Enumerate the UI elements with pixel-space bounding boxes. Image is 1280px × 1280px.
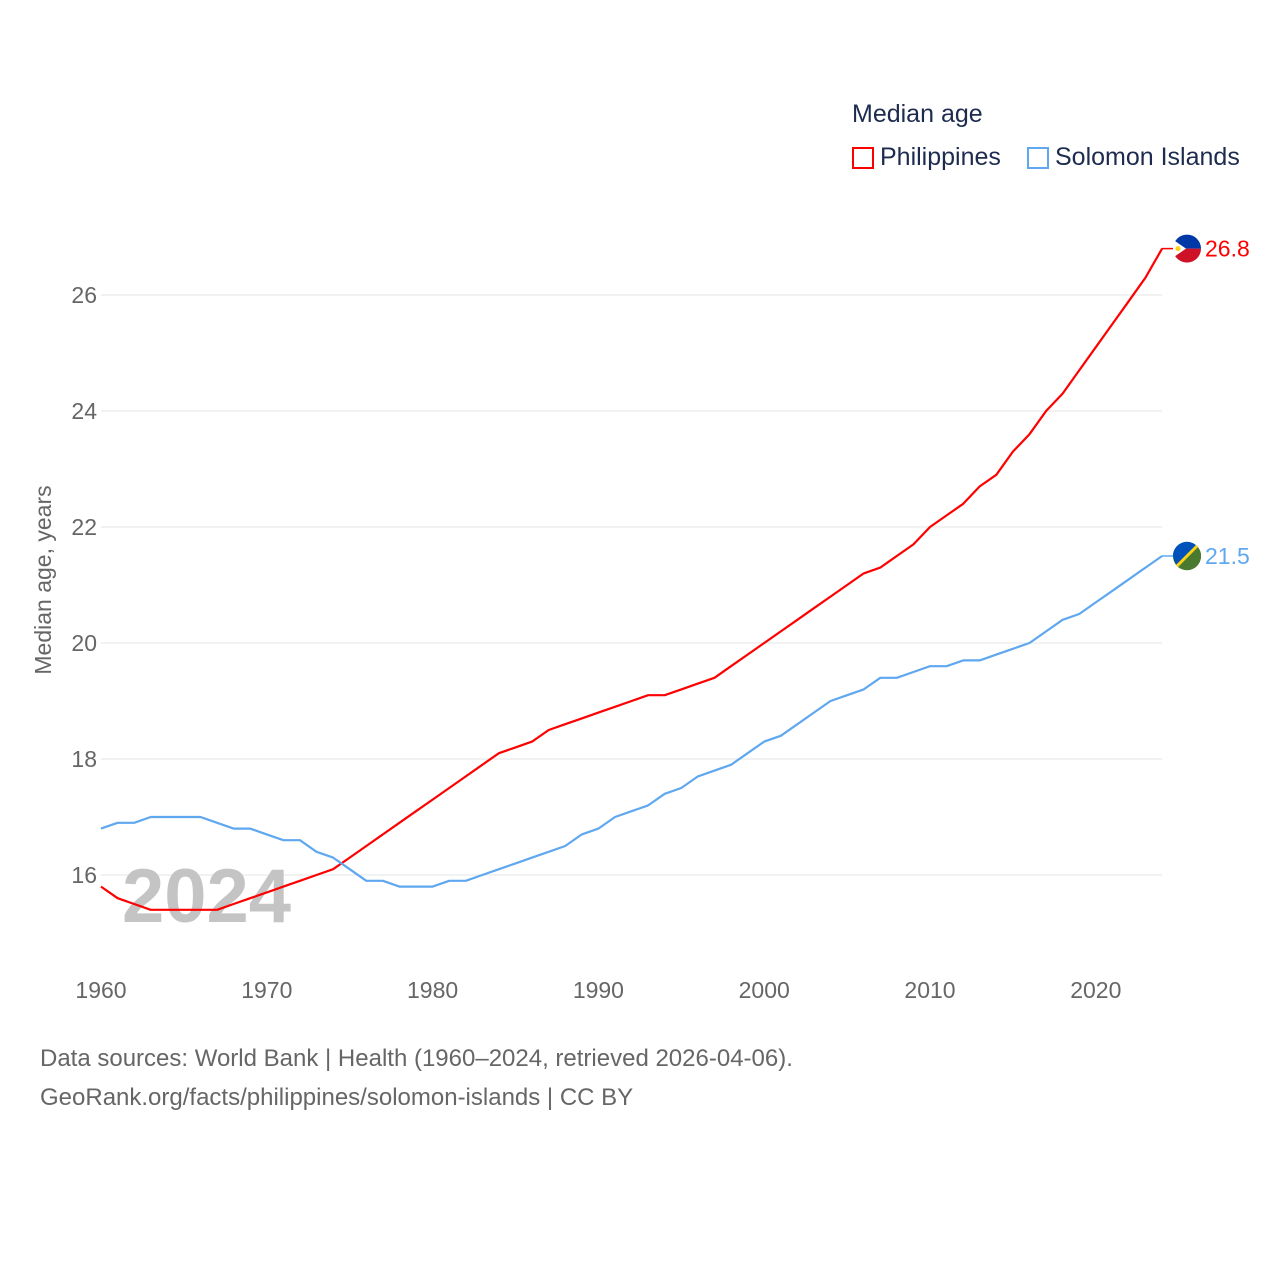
x-tick-label: 1970: [241, 977, 292, 1003]
legend-item-philippines[interactable]: Philippines: [852, 143, 1001, 172]
series-line-philippines: [100, 248, 1164, 911]
solomon-islands-flag-icon: [1177, 546, 1202, 571]
y-tick-label: 22: [71, 514, 97, 540]
solomon-islands-flag-stripe-icon: [1175, 544, 1199, 568]
series-line-solomon-islands: [100, 555, 1163, 888]
y-tick-label: 24: [71, 398, 97, 424]
x-tick-label: 1980: [407, 977, 458, 1003]
y-tick-label: 18: [71, 746, 97, 772]
year-watermark: 2024: [122, 854, 291, 939]
legend-label: Philippines: [880, 143, 1001, 171]
x-tick-label: 2010: [904, 977, 955, 1003]
philippines-flag-sun-icon: [1175, 246, 1181, 252]
y-tick-label: 26: [71, 282, 97, 308]
legend-item-solomon-islands[interactable]: Solomon Islands: [1027, 143, 1240, 172]
end-value-label: 26.8: [1205, 236, 1250, 262]
x-tick-label: 2020: [1070, 977, 1121, 1003]
end-value-label: 21.5: [1205, 543, 1250, 569]
y-axis-label: Median age, years: [30, 485, 56, 674]
x-tick-label: 2000: [739, 977, 790, 1003]
source-line-2[interactable]: GeoRank.org/facts/philippines/solomon-is…: [40, 1084, 634, 1111]
legend-swatch-solomon-islands: [1027, 146, 1049, 169]
source-line-1: Data sources: World Bank | Health (1960–…: [40, 1045, 793, 1072]
y-tick-label: 16: [71, 862, 97, 888]
y-tick-label: 20: [71, 630, 97, 656]
legend-title: Median age: [852, 100, 983, 128]
solomon-islands-flag-icon: [1172, 541, 1197, 566]
x-tick-label: 1990: [573, 977, 624, 1003]
x-tick-label: 1960: [75, 977, 126, 1003]
legend-swatch-philippines: [852, 146, 874, 169]
legend-label: Solomon Islands: [1055, 143, 1240, 171]
